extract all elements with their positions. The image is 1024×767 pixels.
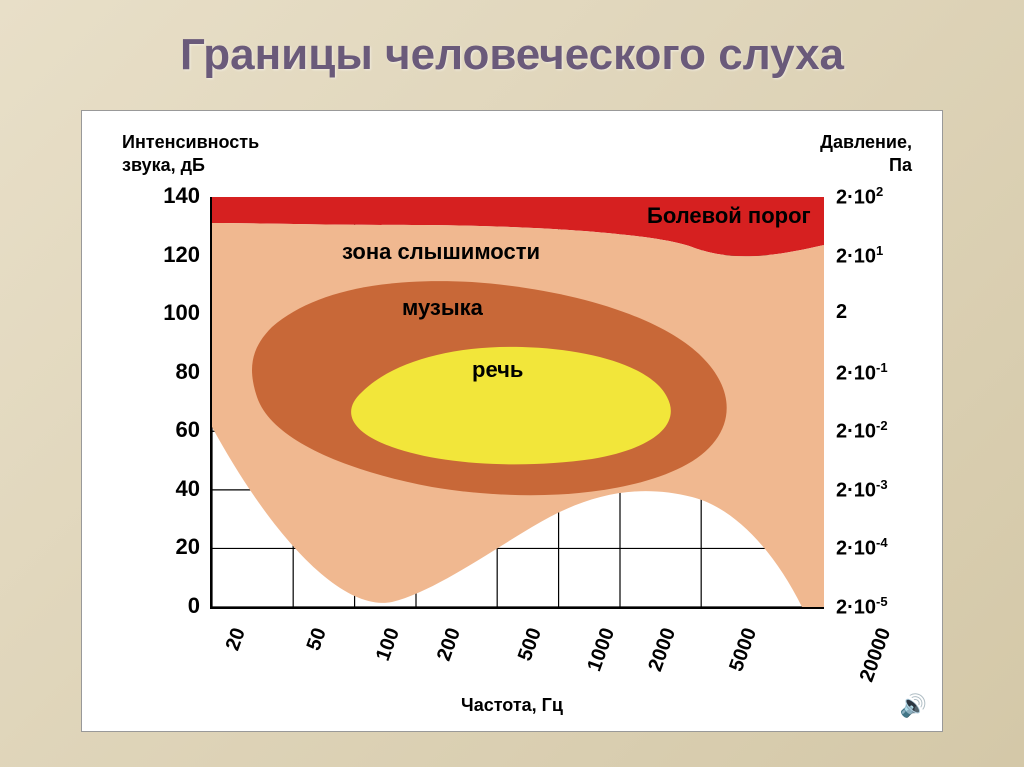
y-right-axis-title: Давление,Па	[820, 131, 912, 178]
y-left-tick: 140	[150, 183, 200, 209]
x-tick: 500	[514, 625, 547, 664]
y-right-tick: 2·10-3	[836, 477, 916, 503]
speaker-icon[interactable]: 🔊	[900, 693, 927, 719]
x-tick: 50	[303, 625, 332, 654]
x-tick: 200	[433, 625, 466, 664]
x-tick: 20000	[856, 625, 897, 685]
region-label-speech: речь	[472, 357, 523, 382]
y-left-axis-title: Интенсивностьзвука, дБ	[122, 131, 259, 178]
plot-area: Болевой порог зона слышимости музыка речь	[210, 197, 824, 609]
chart-container: Интенсивностьзвука, дБ Давление,Па Часто…	[81, 110, 943, 732]
y-right-tick: 2	[836, 301, 916, 324]
region-label-pain: Болевой порог	[647, 203, 811, 228]
x-tick: 20	[222, 625, 251, 654]
y-left-tick: 120	[150, 242, 200, 268]
x-tick: 2000	[644, 625, 681, 675]
y-left-tick: 20	[150, 534, 200, 560]
y-left-tick: 80	[150, 359, 200, 385]
x-axis-title: Частота, Гц	[461, 695, 563, 716]
y-left-tick: 40	[150, 476, 200, 502]
y-right-tick: 2·102	[836, 184, 916, 210]
page-title: Границы человеческого слуха	[40, 30, 984, 80]
slide: Границы человеческого слуха Интенсивност…	[0, 0, 1024, 767]
y-right-tick: 2·10-5	[836, 594, 916, 620]
y-left-tick: 100	[150, 300, 200, 326]
y-left-tick: 0	[150, 593, 200, 619]
y-right-tick: 2·10-4	[836, 535, 916, 561]
y-right-tick: 2·10-2	[836, 418, 916, 444]
x-tick: 5000	[725, 625, 762, 675]
region-label-audibility: зона слышимости	[342, 239, 540, 264]
region-label-music: музыка	[402, 295, 484, 320]
y-right-tick: 2·101	[836, 243, 916, 269]
x-tick: 100	[372, 625, 405, 664]
y-right-tick: 2·10-1	[836, 360, 916, 386]
x-tick: 1000	[583, 625, 620, 675]
chart-svg: Болевой порог зона слышимости музыка речь	[212, 197, 824, 607]
y-left-tick: 60	[150, 417, 200, 443]
